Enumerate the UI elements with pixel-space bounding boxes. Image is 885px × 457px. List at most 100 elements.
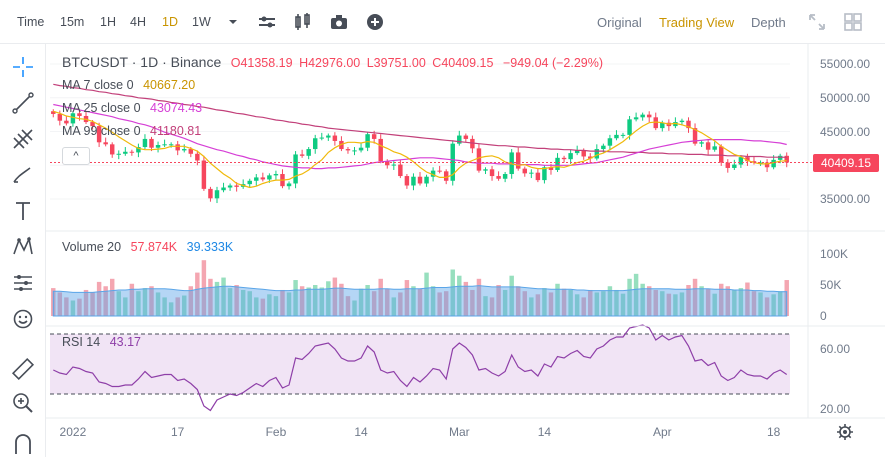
grid-layout-icon[interactable] bbox=[842, 11, 864, 33]
settings-sliders-icon[interactable] bbox=[256, 11, 278, 33]
timeframe-1h[interactable]: 1H bbox=[100, 15, 116, 29]
symbol-name: BTCUSDT · 1D · Binance bbox=[62, 54, 222, 70]
crosshair-icon[interactable] bbox=[10, 54, 36, 80]
candle-body bbox=[352, 150, 357, 152]
volume-bar bbox=[201, 260, 207, 316]
ohlc-open: O41358.19 bbox=[230, 56, 293, 70]
date-tick-label: Apr bbox=[652, 425, 672, 439]
candle-body bbox=[136, 147, 141, 153]
indicators-icon[interactable] bbox=[292, 11, 314, 33]
date-tick-label: Mar bbox=[448, 425, 470, 439]
dropdown-icon[interactable] bbox=[222, 11, 244, 33]
trendline-icon[interactable] bbox=[10, 90, 36, 116]
volume-bar bbox=[273, 296, 279, 316]
collapse-legend-button[interactable]: ^ bbox=[62, 147, 90, 165]
volume-bar bbox=[398, 292, 403, 316]
measure-icon[interactable] bbox=[10, 270, 36, 296]
candle-body bbox=[371, 134, 377, 139]
candle-body bbox=[581, 150, 586, 157]
ruler-icon[interactable] bbox=[10, 356, 36, 382]
candle-body bbox=[522, 168, 528, 174]
candle-body bbox=[424, 176, 429, 184]
volume-bar bbox=[470, 289, 475, 316]
text-icon[interactable] bbox=[10, 198, 36, 224]
ma25-label: MA 25 close 0 bbox=[62, 101, 141, 115]
candle-body bbox=[496, 176, 501, 179]
volume-bar bbox=[51, 288, 56, 316]
volume-bar bbox=[450, 269, 455, 316]
zoom-in-icon[interactable] bbox=[10, 390, 36, 416]
candle-body bbox=[607, 138, 613, 146]
candle-body bbox=[443, 171, 449, 181]
brush-icon[interactable] bbox=[10, 162, 36, 188]
volume-bar bbox=[254, 297, 259, 316]
volume-bar bbox=[699, 286, 704, 316]
candle-body bbox=[168, 144, 174, 146]
ma25-legend: MA 25 close 0 43074.43 bbox=[62, 101, 202, 115]
view-trading-view[interactable]: Trading View bbox=[659, 15, 735, 30]
volume-bar bbox=[260, 298, 266, 316]
candle-body bbox=[306, 149, 311, 156]
candle-body bbox=[745, 157, 750, 162]
ma25-value: 43074.43 bbox=[150, 101, 203, 115]
timeframe-15m[interactable]: 15m bbox=[60, 15, 85, 29]
pattern-icon[interactable] bbox=[10, 234, 36, 260]
timeframe-1w[interactable]: 1W bbox=[192, 15, 211, 29]
rsi-label: RSI 14 bbox=[62, 335, 101, 349]
candle-body bbox=[182, 149, 187, 151]
rsi-line bbox=[53, 324, 788, 412]
candle-body bbox=[208, 188, 213, 199]
timeframe-1d[interactable]: 1D bbox=[162, 15, 178, 29]
volume-bar bbox=[529, 297, 534, 316]
add-icon[interactable] bbox=[364, 11, 386, 33]
candle-body bbox=[529, 172, 534, 174]
candle-body bbox=[299, 154, 305, 156]
volume-bar bbox=[404, 280, 410, 316]
view-depth[interactable]: Depth bbox=[751, 15, 786, 30]
volume-bar bbox=[463, 281, 469, 316]
volume-bar bbox=[214, 281, 220, 316]
volume-bar bbox=[149, 286, 154, 316]
rsi-tick-label: 60.00 bbox=[820, 342, 851, 356]
candle-body bbox=[561, 157, 567, 160]
volume-bar bbox=[162, 297, 167, 316]
fib-icon[interactable] bbox=[10, 126, 36, 152]
view-original[interactable]: Original bbox=[597, 15, 642, 30]
volume-bar bbox=[142, 288, 148, 316]
volume-bar bbox=[542, 288, 547, 316]
symbol-legend: BTCUSDT · 1D · Binance O41358.19 H42976.… bbox=[62, 54, 603, 70]
ohlc-high: H42976.00 bbox=[299, 56, 361, 70]
volume-bar bbox=[70, 300, 76, 316]
candle-body bbox=[588, 156, 593, 159]
volume-bar bbox=[457, 275, 462, 316]
volume-bar bbox=[227, 288, 233, 316]
candle-body bbox=[398, 164, 403, 177]
candle-body bbox=[646, 114, 652, 118]
candle-body bbox=[326, 135, 331, 138]
candle-body bbox=[784, 155, 789, 163]
candle-body bbox=[149, 138, 154, 148]
timeframe-4h[interactable]: 4H bbox=[130, 15, 146, 29]
emoji-icon[interactable] bbox=[10, 306, 36, 332]
candle-body bbox=[679, 120, 685, 123]
timeframe-time[interactable]: Time bbox=[17, 15, 45, 29]
expand-icon[interactable] bbox=[806, 11, 828, 33]
camera-icon[interactable] bbox=[328, 11, 350, 33]
candle-body bbox=[254, 177, 259, 181]
volume-bar bbox=[221, 277, 226, 316]
candle-body bbox=[195, 153, 200, 161]
rsi-band bbox=[50, 333, 790, 395]
volume-tick-label: 0 bbox=[820, 309, 827, 323]
magnet-icon[interactable] bbox=[10, 428, 36, 454]
volume-bar bbox=[136, 291, 141, 316]
volume-bar bbox=[371, 291, 377, 316]
candle-body bbox=[548, 167, 554, 170]
volume-bars bbox=[51, 260, 789, 316]
volume-bar bbox=[116, 291, 121, 316]
candle-body bbox=[601, 145, 606, 150]
volume-bar bbox=[247, 291, 252, 316]
chart-settings-icon[interactable] bbox=[835, 422, 855, 442]
volume-label: Volume 20 bbox=[62, 240, 122, 254]
volume-bar bbox=[123, 297, 128, 316]
volume-bar bbox=[168, 302, 174, 316]
